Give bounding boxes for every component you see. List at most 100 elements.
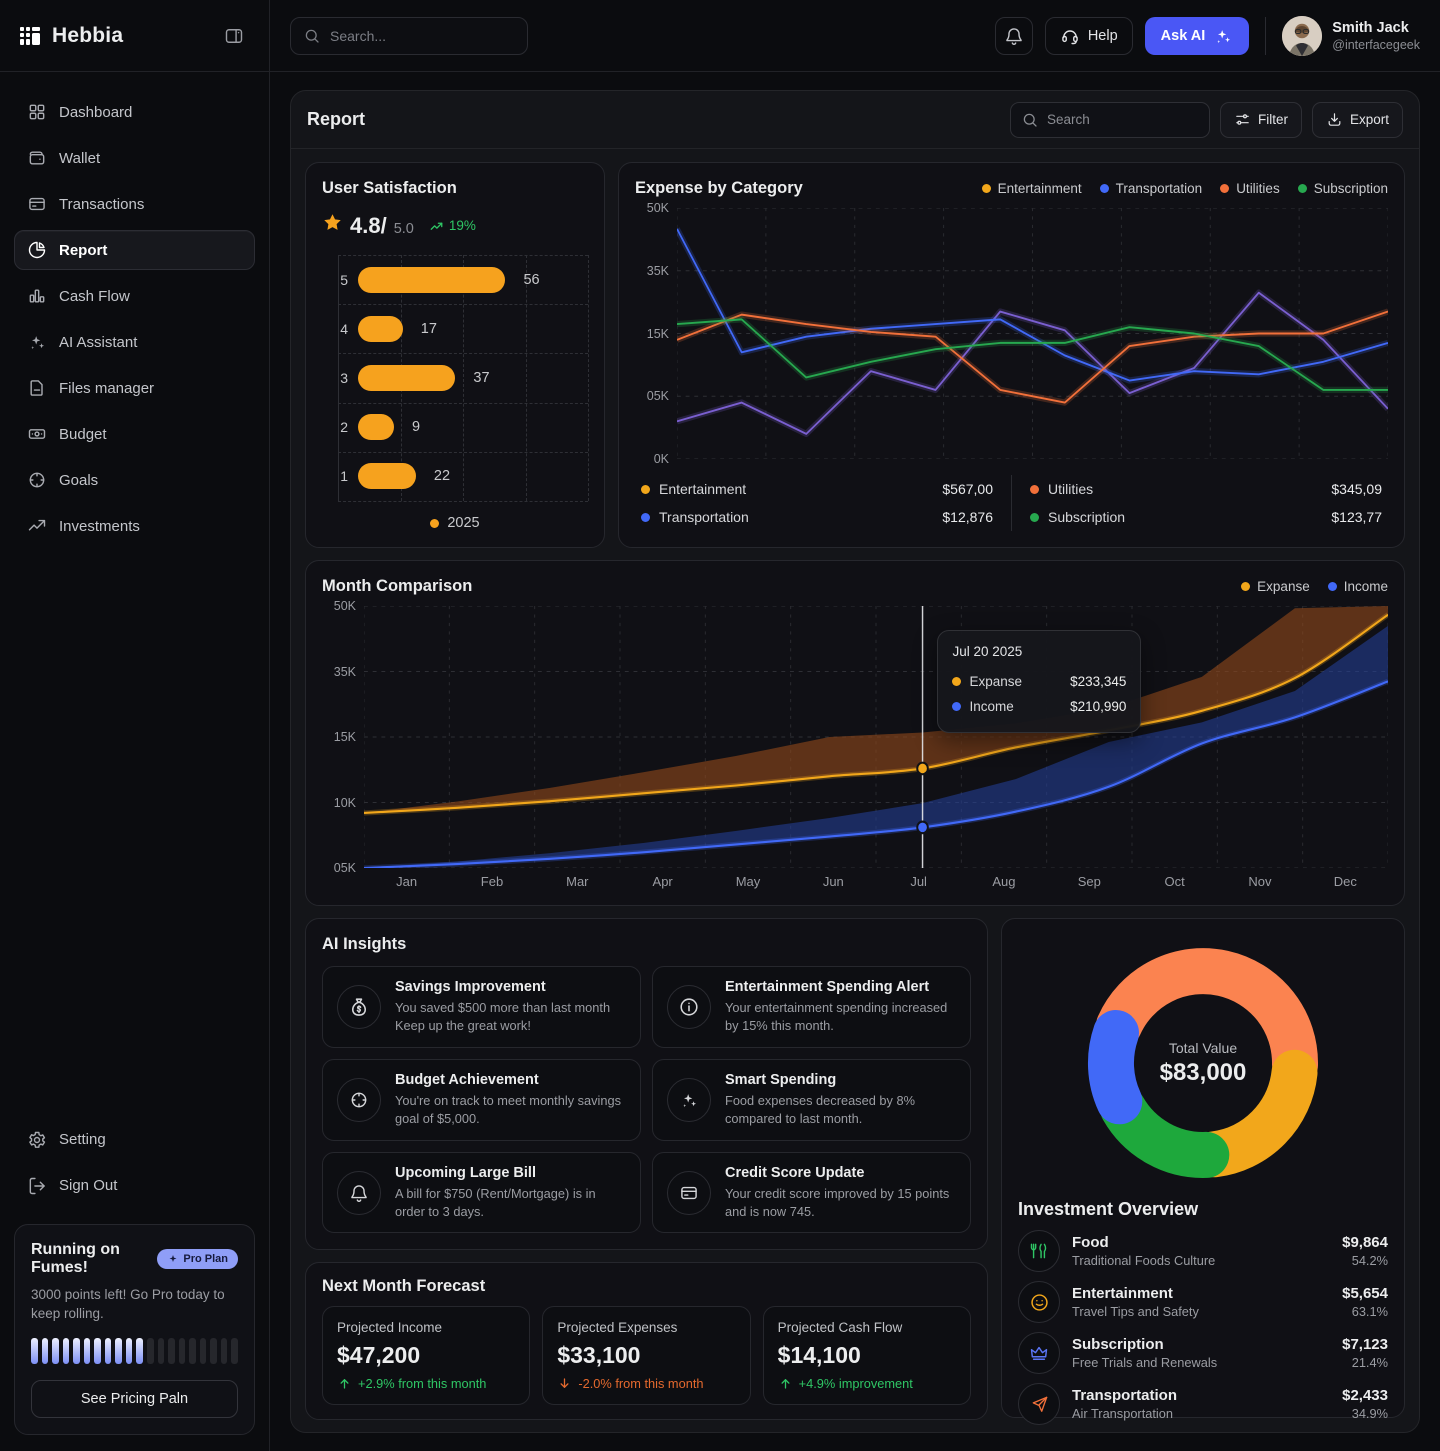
insight-title: Savings Improvement xyxy=(395,979,546,995)
sidebar-item-goals[interactable]: Goals xyxy=(14,460,255,500)
file-icon xyxy=(27,378,47,398)
sidebar-item-setting[interactable]: Setting xyxy=(14,1120,255,1160)
y-tick-label: 50K xyxy=(646,201,669,215)
progress-segment xyxy=(62,1338,70,1364)
stat-label: Transportation xyxy=(659,509,749,525)
investment-row-transportation: Transportation Air Transportation $2,433 34… xyxy=(1018,1383,1388,1425)
x-tick-label: Jan xyxy=(396,874,418,889)
legend-item: Subscription xyxy=(1297,181,1388,196)
month-comparison-card: Month Comparison Expanse Income 50K 35K 15K… xyxy=(305,560,1405,906)
stat-value: $345,09 xyxy=(1331,481,1382,497)
insight-card-credit-score-update: Credit Score Update Your credit score imp… xyxy=(652,1151,971,1234)
y-tick-label: 35K xyxy=(646,263,669,278)
filter-button[interactable]: Filter xyxy=(1219,101,1302,138)
insight-title: Smart Spending xyxy=(725,1071,837,1088)
promo-title: Running on Fumes! xyxy=(31,1240,120,1276)
section-title: Investment Overview xyxy=(1018,1199,1199,1219)
satisfaction-bar-chart: 5 56 4 17 3 37 2 9 1 22 xyxy=(322,249,589,505)
stat-label: Entertainment xyxy=(659,481,747,497)
legend-dot xyxy=(1030,512,1039,522)
x-tick-label: Aug xyxy=(992,874,1016,889)
info-icon xyxy=(678,996,700,1018)
sidebar-item-investments[interactable]: Investments xyxy=(14,506,255,546)
card-title: Month Comparison xyxy=(322,577,473,595)
sidebar-item-files-manager[interactable]: Files manager xyxy=(14,368,255,408)
panel-icon xyxy=(224,26,244,46)
stat-value: $12,876 xyxy=(942,509,993,525)
sidebar-item-wallet[interactable]: Wallet xyxy=(14,138,255,178)
progress-segment xyxy=(231,1338,238,1364)
see-pricing-button[interactable]: See Pricing Paln xyxy=(31,1380,238,1418)
sparkles-icon xyxy=(1213,26,1233,46)
sidebar-item-dashboard[interactable]: Dashboard xyxy=(14,92,255,132)
report-search-input[interactable] xyxy=(1046,112,1199,127)
legend-dot xyxy=(1241,582,1251,591)
sidebar-item-label: Investments xyxy=(59,517,140,535)
star-icon xyxy=(322,212,343,233)
sidebar-item-budget[interactable]: Budget xyxy=(14,414,255,454)
sidebar-item-label: Files manager xyxy=(59,379,155,397)
investment-overview-card: Total Value $83,000 Investment Overview … xyxy=(1001,918,1405,1425)
progress-segment xyxy=(178,1338,186,1364)
ask-ai-button[interactable]: Ask AI xyxy=(1144,16,1250,55)
help-button[interactable]: Help xyxy=(1044,16,1133,55)
sidebar-item-sign-out[interactable]: Sign Out xyxy=(14,1166,255,1206)
x-axis-labels: Jan Feb Mar Apr May Jun Jul Aug Sep Oct Nov Dec xyxy=(364,868,1388,889)
investment-icon-badge xyxy=(1018,1332,1060,1374)
legend-dot xyxy=(641,484,650,494)
pie-icon xyxy=(27,240,47,260)
brand-name: Hebbia xyxy=(52,23,124,47)
x-tick-label: Jul xyxy=(910,874,927,889)
sidebar-item-report[interactable]: Report xyxy=(14,230,255,270)
search-icon xyxy=(1021,111,1039,129)
legend-item: Transportation xyxy=(1099,181,1202,196)
y-tick-label: 50K xyxy=(333,599,356,613)
banknote-icon xyxy=(27,424,47,444)
investment-name: Transportation xyxy=(1072,1387,1178,1404)
investment-row-subscription: Subscription Free Trials and Renewals $7,1… xyxy=(1018,1332,1388,1374)
insight-icon-badge xyxy=(667,984,711,1029)
progress-segment xyxy=(73,1338,80,1364)
progress-segment xyxy=(125,1338,133,1364)
satisfaction-bar xyxy=(358,364,456,391)
smiley-icon xyxy=(1029,1292,1050,1313)
insight-icon-badge xyxy=(667,1170,711,1215)
user-menu[interactable]: Smith Jack @interfacegeek xyxy=(1282,15,1420,56)
page-title: Report xyxy=(307,109,365,129)
x-tick-label: Jun xyxy=(822,874,844,889)
legend-dot xyxy=(1327,582,1337,591)
investment-row-food: Food Traditional Foods Culture $9,864 54.2% xyxy=(1018,1230,1388,1272)
progress-segment xyxy=(157,1338,165,1364)
sidebar-collapse-button[interactable] xyxy=(217,19,251,53)
next-month-forecast-card: Next Month Forecast Projected Income $47,… xyxy=(305,1262,988,1421)
sidebar-header: Hebbia xyxy=(0,0,269,72)
investment-icon-badge xyxy=(1018,1230,1060,1272)
target-icon xyxy=(27,470,47,490)
global-search-input[interactable] xyxy=(330,27,515,44)
insight-card-savings-improvement: Savings Improvement You saved $500 more t… xyxy=(322,966,641,1048)
sidebar-nav: Dashboard Wallet Transactions Report Cash Fl… xyxy=(0,72,269,566)
satisfaction-bar xyxy=(358,414,394,441)
expense-stat-row: Transportation $12,876 xyxy=(641,509,993,525)
expense-stat-row: Entertainment $567,00 xyxy=(641,481,993,497)
legend-item: Utilities xyxy=(1220,181,1280,196)
global-search xyxy=(290,16,528,55)
sidebar-item-ai-assistant[interactable]: AI Assistant xyxy=(14,322,255,362)
notifications-button[interactable] xyxy=(994,16,1033,55)
sidebar-item-transactions[interactable]: Transactions xyxy=(14,184,255,224)
headset-icon xyxy=(1060,26,1080,46)
satisfaction-bar-row: 1 22 xyxy=(338,462,588,490)
gear-icon xyxy=(27,1130,47,1150)
y-axis-labels: 50K 35K 15K 10K 05K xyxy=(322,599,364,875)
x-tick-label: Sep xyxy=(1077,874,1101,889)
content: Report Filter Export xyxy=(270,72,1440,1451)
investment-donut-chart: Total Value $83,000 xyxy=(1018,935,1388,1191)
progress-segment xyxy=(147,1338,154,1364)
export-button[interactable]: Export xyxy=(1311,101,1403,138)
sidebar-item-cash-flow[interactable]: Cash Flow xyxy=(14,276,255,316)
chart-tooltip: Jul 20 2025 Expanse $233,345 Income $210,99… xyxy=(937,630,1142,733)
x-tick-label: Feb xyxy=(480,874,504,889)
y-tick-label: 15K xyxy=(646,326,669,341)
sidebar-bottom: Setting Sign Out Running on Fumes! Pro P… xyxy=(0,1110,269,1451)
